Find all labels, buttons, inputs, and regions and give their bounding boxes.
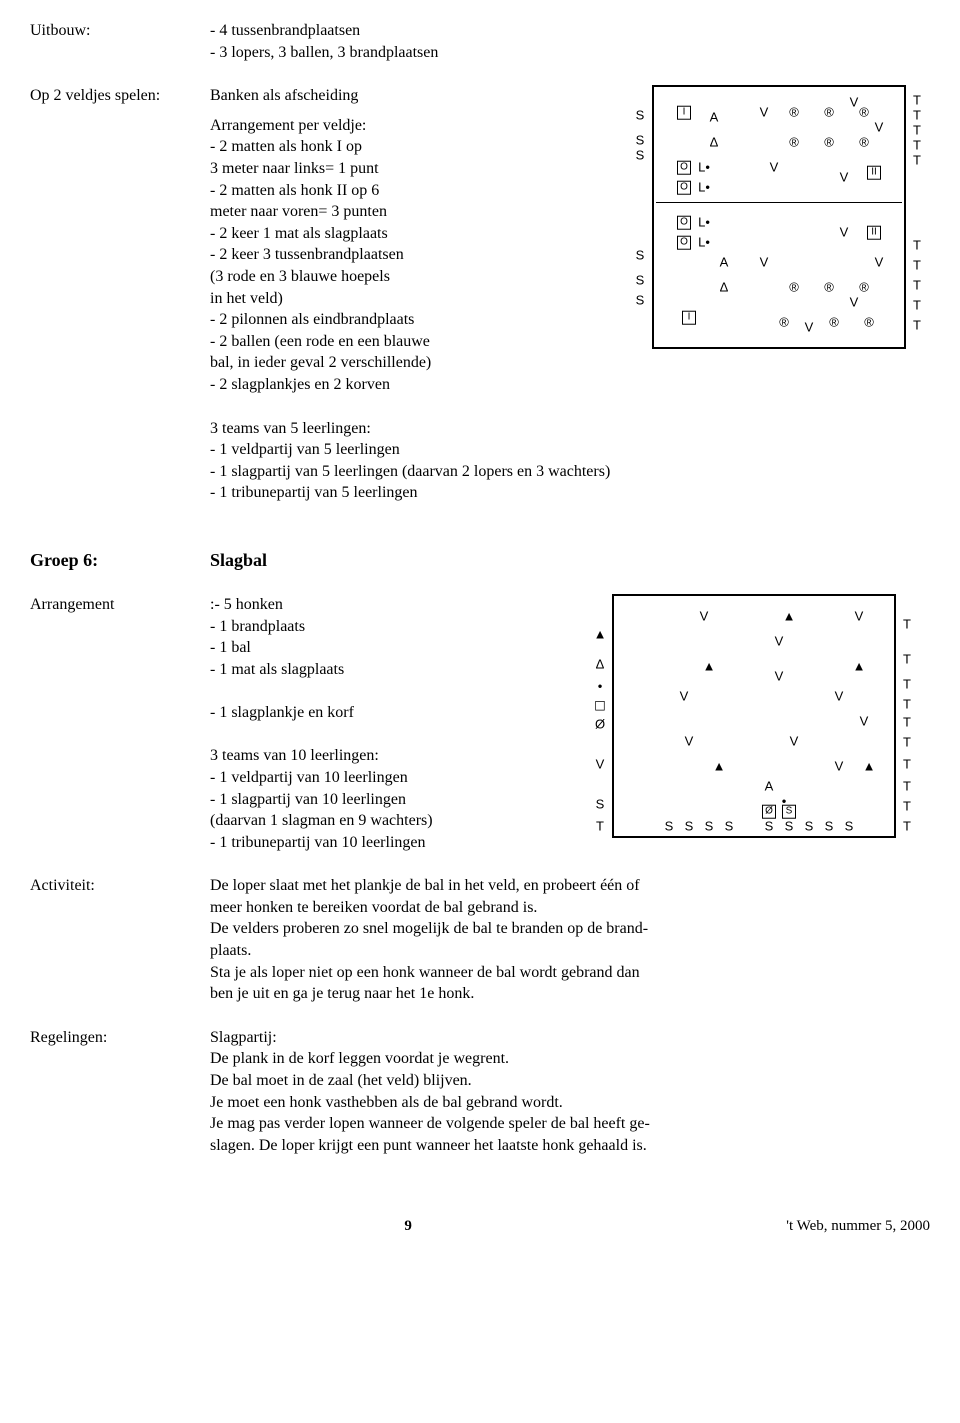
op2-heading: Banken als afscheiding [210, 85, 620, 107]
op2-label: Op 2 veldjes spelen: [30, 85, 210, 395]
arr-i3: - 1 mat als slagplaats [210, 659, 580, 681]
arrangement-block: Arrangement :- 5 honken - 1 brandplaats … [30, 594, 930, 857]
page-number: 9 [404, 1216, 412, 1236]
diagram-1: SSSSSSIAV®®V®VΔ®®®OL•VVIIOL•OL•OL•VIIAVV… [630, 85, 930, 345]
act-label: Activiteit: [30, 875, 210, 1005]
reg-3: Je moet een honk vasthebben als de bal g… [210, 1092, 930, 1114]
groep6-title: Slagbal [210, 548, 930, 572]
groep6-label: Groep 6: [30, 548, 210, 572]
op2-i7: in het veld) [210, 288, 620, 310]
op2-i6: (3 rode en 3 blauwe hoepels [210, 266, 620, 288]
footer-ref: 't Web, nummer 5, 2000 [786, 1216, 930, 1236]
arr-i0: :- 5 honken [210, 594, 580, 616]
act-0: De loper slaat met het plankje de bal in… [210, 875, 930, 897]
op2-i9: - 2 ballen (een rode en een blauwe [210, 331, 620, 353]
arr-i9: - 1 slagpartij van 10 leerlingen [210, 789, 580, 811]
arr-i6 [210, 724, 580, 746]
op2-i2: - 2 matten als honk II op 6 [210, 180, 620, 202]
op2-sub: Arrangement per veldje: [210, 115, 620, 137]
act-3: plaats. [210, 940, 930, 962]
op2-t1: - 1 veldpartij van 5 leerlingen [210, 439, 930, 461]
reg-2: De bal moet in de zaal (het veld) blijve… [210, 1070, 930, 1092]
arr-i7: 3 teams van 10 leerlingen: [210, 745, 580, 767]
reg-label: Regelingen: [30, 1027, 210, 1157]
arr-i2: - 1 bal [210, 637, 580, 659]
op2-i3: meter naar voren= 3 punten [210, 201, 620, 223]
act-1: meer honken te bereiken voordat de bal g… [210, 897, 930, 919]
uitbouw-label: Uitbouw: [30, 20, 210, 63]
uitbouw-content: - 4 tussenbrandplaatsen - 3 lopers, 3 ba… [210, 20, 930, 63]
arr-label: Arrangement [30, 594, 210, 853]
reg-5: slagen. De loper krijgt een punt wanneer… [210, 1135, 930, 1157]
op2-t0: 3 teams van 5 leerlingen: [210, 418, 930, 440]
act-4: Sta je als loper niet op een honk wannee… [210, 962, 930, 984]
diagram-2: ▲Δ•☐ØVSTV▲VV▲▲VVVVVV▲V▲A•ØSSSSSSSSSSTTTT… [590, 594, 920, 834]
arr-i4 [210, 681, 580, 703]
op2-i4: - 2 keer 1 mat als slagplaats [210, 223, 620, 245]
uitbouw-item-1: - 3 lopers, 3 ballen, 3 brandplaatsen [210, 42, 930, 64]
arr-i11: - 1 tribunepartij van 10 leerlingen [210, 832, 580, 854]
reg-4: Je mag pas verder lopen wanneer de volge… [210, 1113, 930, 1135]
op2-i8: - 2 pilonnen als eindbrandplaats [210, 309, 620, 331]
uitbouw-item-0: - 4 tussenbrandplaatsen [210, 20, 930, 42]
op2-t3: - 1 tribunepartij van 5 leerlingen [210, 482, 930, 504]
op2-t2: - 1 slagpartij van 5 leerlingen (daarvan… [210, 461, 930, 483]
op2-i5: - 2 keer 3 tussenbrandplaatsen [210, 244, 620, 266]
op2-block: Op 2 veldjes spelen: Banken als afscheid… [30, 85, 930, 399]
op2-i10: bal, in ieder geval 2 verschillende) [210, 352, 620, 374]
act-5: ben je uit en ga je terug naar het 1e ho… [210, 983, 930, 1005]
reg-0: Slagpartij: [210, 1027, 930, 1049]
op2-i11: - 2 slagplankjes en 2 korven [210, 374, 620, 396]
act-2: De velders proberen zo snel mogelijk de … [210, 918, 930, 940]
arr-i1: - 1 brandplaats [210, 616, 580, 638]
page-footer: 9 't Web, nummer 5, 2000 [30, 1216, 930, 1236]
uitbouw-row: Uitbouw: - 4 tussenbrandplaatsen - 3 lop… [30, 20, 930, 63]
arr-i5: - 1 slagplankje en korf [210, 702, 580, 724]
reg-1: De plank in de korf leggen voordat je we… [210, 1048, 930, 1070]
op2-i0: - 2 matten als honk I op [210, 136, 620, 158]
op2-i1: 3 meter naar links= 1 punt [210, 158, 620, 180]
arr-i8: - 1 veldpartij van 10 leerlingen [210, 767, 580, 789]
arr-i10: (daarvan 1 slagman en 9 wachters) [210, 810, 580, 832]
